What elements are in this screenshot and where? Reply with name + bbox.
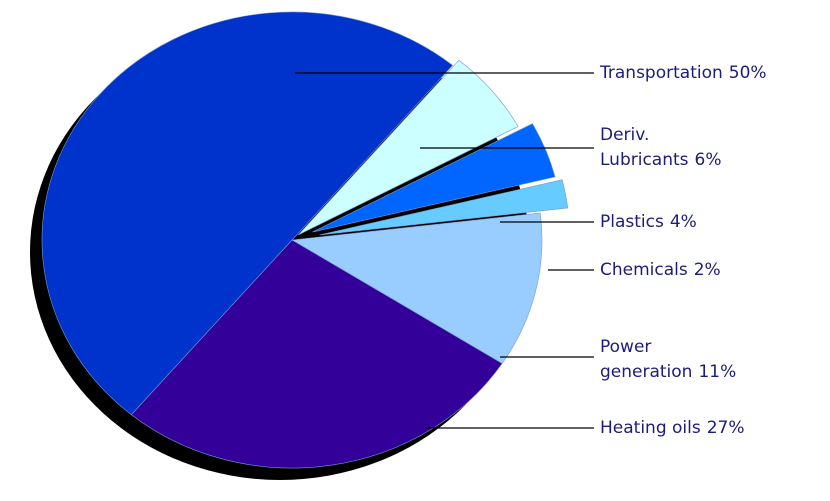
pie-slice	[41, 11, 454, 416]
value-label: 50%	[729, 63, 767, 83]
value-label: 4%	[670, 212, 697, 232]
slice-label: Power generation	[600, 337, 692, 382]
pie-slice	[291, 212, 543, 364]
value-label: 6%	[695, 150, 722, 170]
value-label: 27%	[707, 418, 745, 438]
slice-label: Deriv. Lubricants	[600, 125, 689, 170]
slice-label: Transportation	[599, 63, 723, 83]
pie-slice	[319, 179, 569, 236]
pie-slice	[297, 59, 519, 236]
pie-slice	[130, 239, 503, 469]
slice-label: Plastics	[600, 212, 664, 232]
value-label: 11%	[698, 362, 736, 382]
pie-slice	[312, 123, 556, 233]
slice-label: Heating oils	[600, 418, 701, 438]
value-label: 2%	[694, 260, 721, 280]
slice-label: Chemicals	[600, 260, 688, 280]
